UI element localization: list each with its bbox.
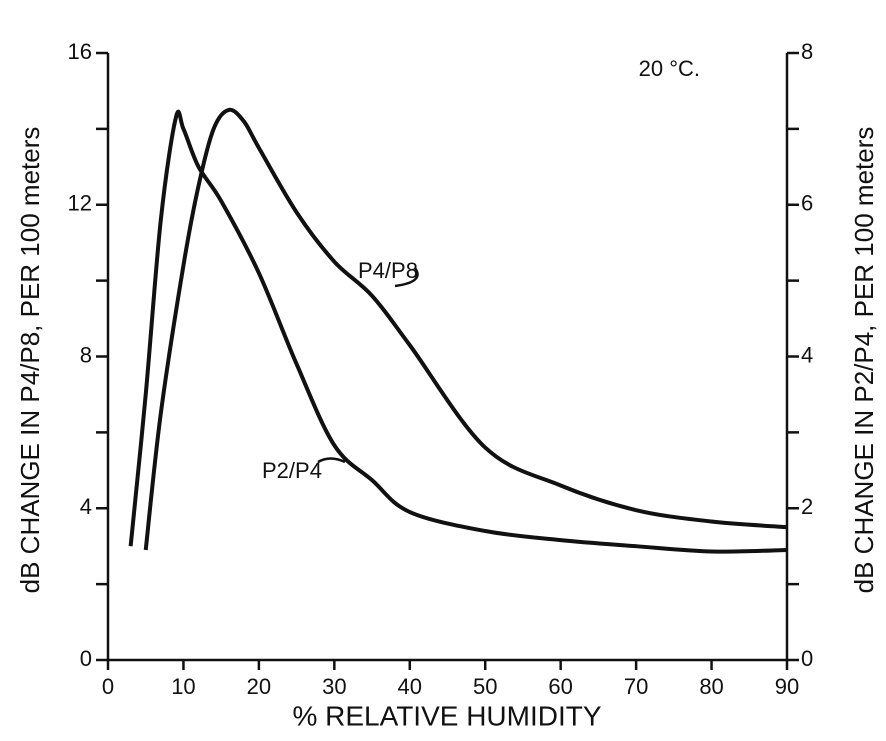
label-arrow [317,457,346,464]
x-tick-label: 30 [322,674,346,699]
y-tick-label: 16 [68,39,92,64]
y-tick-label: 12 [68,191,92,216]
x-tick-label: 50 [473,674,497,699]
series-label: P2/P4 [262,458,322,483]
annotation: 20 °C. [639,56,700,81]
x-tick-label: 10 [171,674,195,699]
series-label: P4/P8 [358,258,418,283]
series-line [128,109,788,554]
series-line [143,107,788,551]
x-tick-label: 20 [247,674,271,699]
y2-tick-label: 6 [801,191,813,216]
y2-tick-label: 2 [801,494,813,519]
y2-tick-label: 4 [801,342,813,367]
x-tick-label: 70 [624,674,648,699]
y2-tick-label: 0 [801,646,813,671]
x-tick-label: 40 [398,674,422,699]
x-tick-label: 0 [102,674,114,699]
x-tick-label: 80 [699,674,723,699]
y-tick-label: 4 [80,494,92,519]
y2-tick-label: 8 [801,39,813,64]
y-axis-label: dB CHANGE IN P4/P8, PER 100 meters [15,127,45,594]
y-tick-label: 0 [80,646,92,671]
x-axis-label: % RELATIVE HUMIDITY [292,700,601,731]
label-arrow [394,267,419,288]
x-tick-label: 90 [775,674,799,699]
y-tick-label: 8 [80,342,92,367]
x-tick-label: 60 [548,674,572,699]
y2-axis-label: dB CHANGE IN P2/P4, PER 100 meters [849,127,879,594]
